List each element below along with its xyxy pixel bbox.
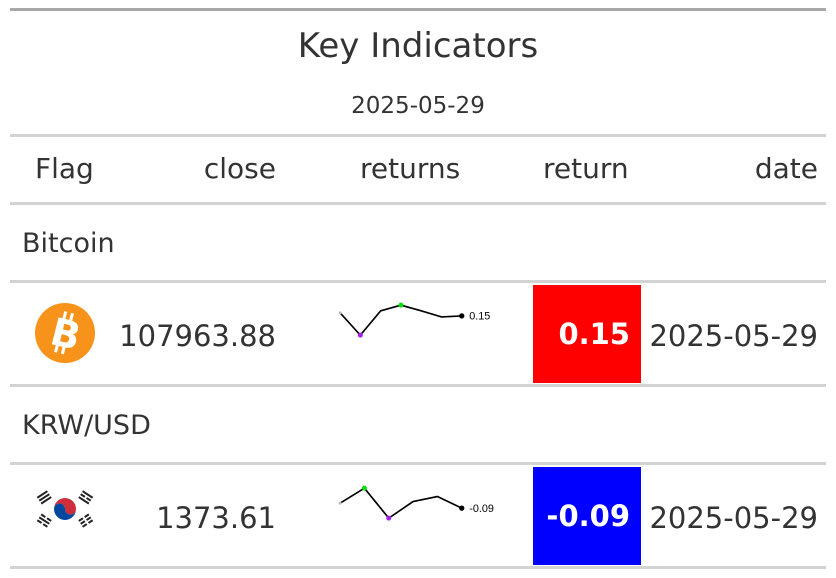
sparkline-end-point — [459, 505, 465, 511]
south-korea-flag-icon — [32, 487, 98, 531]
row-group-label: Bitcoin — [22, 228, 115, 259]
column-header-close: close — [203, 152, 276, 185]
column-header-return: return — [543, 152, 629, 185]
header-top-rule — [10, 134, 826, 137]
returns-sparkline: 0.15 — [338, 302, 490, 338]
returns-sparkline: -0.09 — [338, 485, 494, 521]
close-value: 107963.88 — [119, 319, 276, 353]
sparkline-start-point — [338, 311, 342, 315]
table-subtitle: 2025-05-29 — [351, 93, 485, 119]
group-rule — [10, 280, 826, 283]
column-header-flag: Flag — [35, 152, 94, 185]
table-bottom-rule — [10, 566, 826, 569]
row-rule — [10, 384, 826, 387]
header-bottom-rule — [10, 202, 826, 205]
return-value: -0.09 — [546, 499, 630, 533]
sparkline-end-label: 0.15 — [469, 311, 490, 323]
column-header-date: date — [754, 152, 818, 185]
date-value: 2025-05-29 — [649, 501, 818, 535]
sparkline-series — [339, 487, 463, 520]
sparkline-max-point — [398, 302, 404, 308]
return-value: 0.15 — [558, 317, 630, 351]
group-rule — [10, 462, 826, 465]
sparkline-min-point — [386, 515, 392, 521]
table-title: Key Indicators — [297, 26, 539, 66]
row-group-label: KRW/USD — [22, 410, 151, 441]
sparkline-min-point — [357, 332, 363, 338]
sparkline-start-point — [338, 501, 342, 505]
table-top-rule — [10, 8, 826, 11]
date-value: 2025-05-29 — [649, 319, 818, 353]
sparkline-end-label: -0.09 — [469, 503, 494, 515]
bitcoin-icon: B — [35, 303, 95, 363]
column-header-returns: returns — [360, 152, 461, 185]
sparkline-series — [339, 304, 462, 337]
sparkline-max-point — [361, 485, 367, 491]
sparkline-end-point — [459, 313, 465, 319]
return-cell: 0.15 — [533, 285, 641, 383]
close-value: 1373.61 — [156, 501, 276, 535]
return-cell: -0.09 — [533, 467, 641, 565]
